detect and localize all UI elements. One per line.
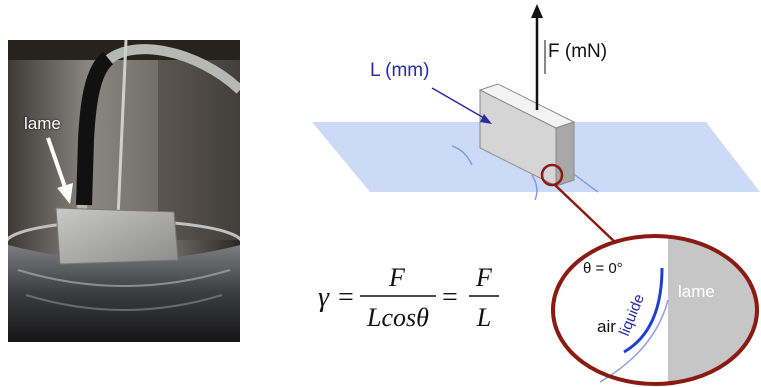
plate-label: lame xyxy=(24,114,61,133)
zoom-connector xyxy=(554,184,619,246)
formula-denominator-1: Lcosθ xyxy=(366,303,429,332)
beaker-reflection xyxy=(25,294,223,311)
formula-gamma: γ xyxy=(318,282,330,313)
formula-denominator-2: L xyxy=(476,303,491,332)
length-pointer-head xyxy=(480,114,492,124)
arrow-head xyxy=(57,183,73,204)
plate-zoom-label: lame xyxy=(678,282,715,301)
zoom-circle-border xyxy=(551,234,759,386)
formula-equals-2: = xyxy=(442,282,458,313)
formula-equals-1: = xyxy=(338,282,354,313)
formula-numerator-2: F xyxy=(475,263,493,292)
beaker-water xyxy=(8,245,240,342)
length-pointer xyxy=(431,87,485,119)
zoom-source-circle xyxy=(540,163,564,187)
plate-side xyxy=(555,121,575,187)
force-arrow-head xyxy=(531,4,543,18)
zoom-plate xyxy=(668,236,757,384)
contact-angle-label: θ = 0° xyxy=(583,260,623,277)
formula-numerator-1: F xyxy=(388,263,406,292)
hook-wire xyxy=(116,40,128,219)
meniscus-zoom xyxy=(623,267,664,354)
plate xyxy=(55,207,179,265)
meniscus-left xyxy=(451,145,473,166)
force-label: F (mN) xyxy=(548,41,608,62)
cable-black xyxy=(76,51,114,206)
length-label: L (mm) xyxy=(370,60,430,81)
beaker-reflection xyxy=(17,269,231,287)
meniscus-bottom xyxy=(531,174,538,201)
air-label: air xyxy=(597,317,616,336)
surface-tension-formula: γ = F Lcosθ = F L xyxy=(318,263,499,332)
arrow-line xyxy=(46,137,68,191)
experiment-photo xyxy=(8,40,240,342)
